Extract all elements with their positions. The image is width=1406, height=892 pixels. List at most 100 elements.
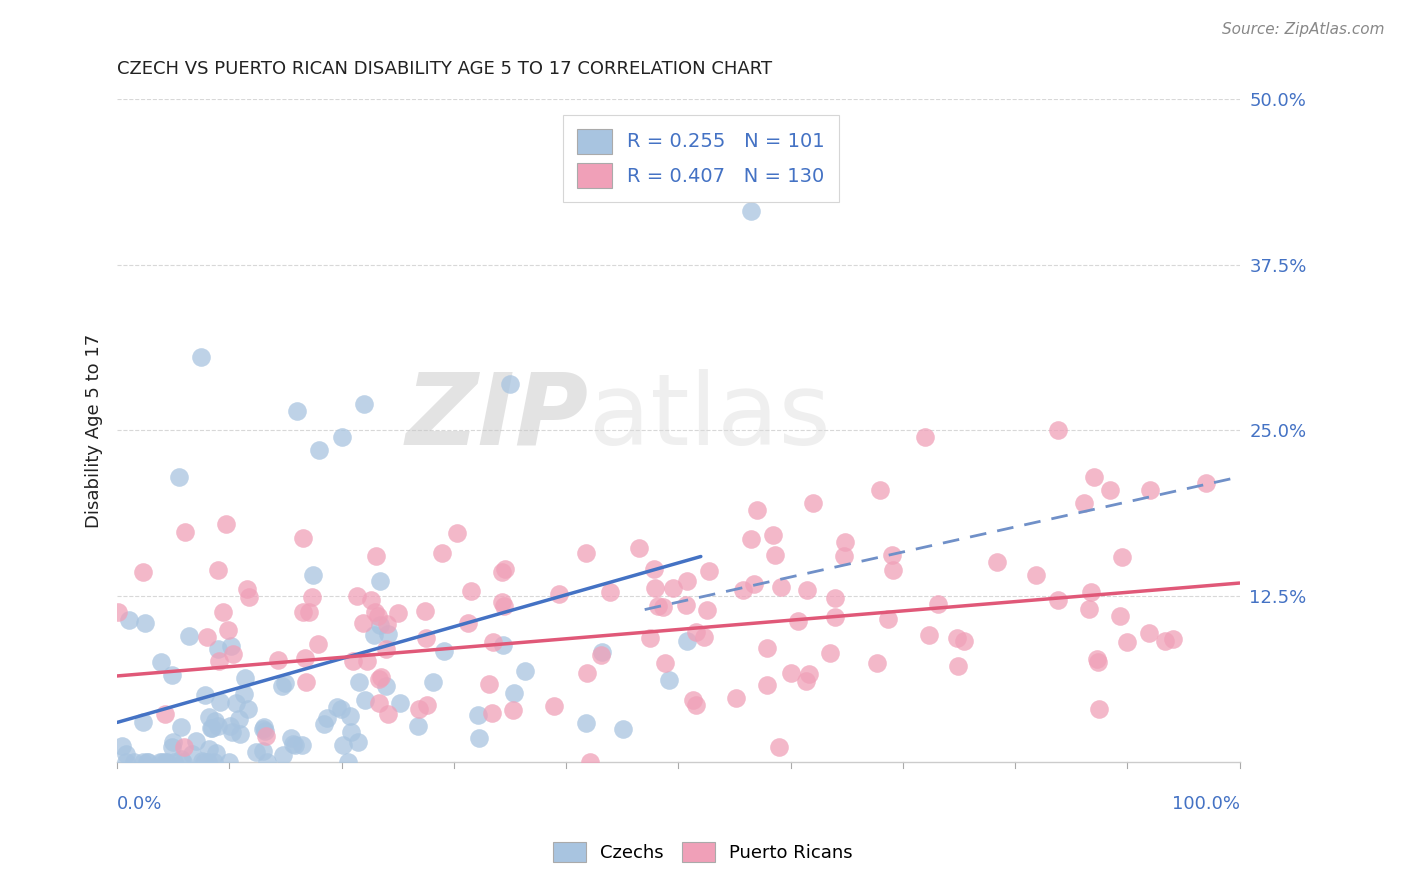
- Point: [307, 637, 329, 651]
- Point: [579, 756, 602, 770]
- Point: [363, 628, 385, 642]
- Point: [208, 654, 231, 668]
- Point: [352, 616, 374, 631]
- Point: [740, 532, 762, 546]
- Point: [1153, 633, 1175, 648]
- Point: [742, 576, 765, 591]
- Point: [294, 651, 316, 665]
- Point: [197, 756, 219, 770]
- Point: [731, 582, 754, 597]
- Point: [136, 756, 159, 770]
- Point: [1047, 424, 1070, 438]
- Point: [575, 666, 598, 681]
- Point: [252, 744, 274, 758]
- Point: [238, 702, 260, 716]
- Point: [755, 640, 778, 655]
- Point: [643, 562, 665, 576]
- Point: [292, 605, 315, 619]
- Point: [271, 748, 294, 763]
- Point: [415, 631, 437, 645]
- Legend: R = 0.255   N = 101, R = 0.407   N = 130: R = 0.255 N = 101, R = 0.407 N = 130: [564, 115, 838, 202]
- Point: [212, 606, 235, 620]
- Point: [769, 580, 792, 594]
- Point: [207, 564, 229, 578]
- Point: [763, 548, 786, 562]
- Point: [914, 430, 936, 444]
- Point: [591, 645, 613, 659]
- Point: [882, 563, 904, 577]
- Point: [575, 716, 598, 731]
- Point: [1137, 626, 1160, 640]
- Point: [377, 706, 399, 721]
- Point: [292, 531, 315, 545]
- Point: [952, 634, 974, 648]
- Point: [173, 740, 195, 755]
- Point: [254, 730, 277, 744]
- Point: [1077, 601, 1099, 615]
- Point: [1083, 470, 1105, 484]
- Point: [457, 615, 479, 630]
- Point: [163, 756, 186, 770]
- Point: [918, 628, 941, 642]
- Point: [132, 756, 155, 770]
- Point: [232, 688, 254, 702]
- Text: Source: ZipAtlas.com: Source: ZipAtlas.com: [1222, 22, 1385, 37]
- Text: ZIP: ZIP: [405, 368, 589, 466]
- Point: [204, 714, 226, 728]
- Point: [267, 653, 290, 667]
- Point: [219, 719, 242, 733]
- Point: [233, 671, 256, 685]
- Point: [368, 574, 391, 589]
- Point: [222, 647, 245, 661]
- Point: [368, 618, 391, 632]
- Point: [301, 591, 323, 605]
- Point: [824, 591, 846, 606]
- Point: [150, 756, 173, 770]
- Point: [186, 734, 208, 748]
- Point: [387, 606, 409, 620]
- Point: [408, 702, 430, 716]
- Point: [193, 756, 215, 770]
- Point: [238, 590, 260, 604]
- Point: [693, 630, 716, 644]
- Point: [195, 630, 218, 644]
- Point: [1046, 593, 1069, 607]
- Point: [198, 742, 221, 756]
- Point: [162, 740, 184, 755]
- Point: [1109, 609, 1132, 624]
- Point: [315, 710, 337, 724]
- Point: [794, 674, 817, 689]
- Point: [346, 589, 368, 603]
- Point: [599, 584, 621, 599]
- Point: [801, 496, 824, 510]
- Point: [156, 756, 179, 770]
- Point: [866, 657, 889, 671]
- Point: [281, 738, 304, 752]
- Point: [502, 703, 524, 717]
- Point: [172, 756, 194, 770]
- Point: [481, 706, 503, 720]
- Point: [367, 608, 389, 623]
- Point: [326, 699, 349, 714]
- Point: [229, 727, 252, 741]
- Point: [697, 564, 720, 578]
- Point: [1080, 584, 1102, 599]
- Point: [215, 517, 238, 532]
- Point: [291, 738, 314, 752]
- Point: [236, 582, 259, 597]
- Point: [416, 698, 439, 712]
- Point: [364, 606, 387, 620]
- Point: [647, 599, 669, 613]
- Point: [330, 701, 353, 715]
- Point: [149, 756, 172, 770]
- Point: [170, 720, 193, 734]
- Point: [430, 546, 453, 560]
- Point: [204, 746, 226, 760]
- Point: [478, 677, 501, 691]
- Point: [285, 403, 308, 417]
- Point: [882, 549, 904, 563]
- Point: [832, 549, 855, 564]
- Point: [297, 605, 319, 619]
- Point: [200, 721, 222, 735]
- Point: [824, 609, 846, 624]
